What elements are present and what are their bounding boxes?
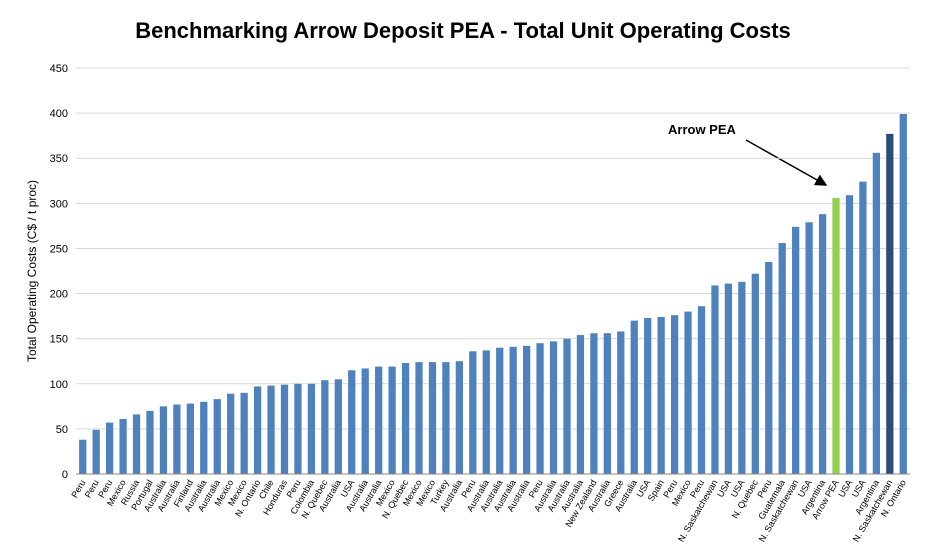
bar — [818, 214, 827, 474]
bar — [92, 429, 100, 474]
bar — [886, 133, 894, 474]
bar — [186, 403, 194, 474]
bar — [522, 345, 531, 474]
bar — [496, 347, 504, 474]
y-tick-label: 50 — [56, 424, 68, 436]
bar — [213, 399, 221, 474]
bar — [280, 384, 289, 474]
bar — [778, 243, 786, 474]
bar — [307, 383, 316, 474]
bar — [792, 226, 800, 474]
bar — [657, 317, 665, 474]
bar — [119, 418, 127, 474]
y-axis-label: Total Operating Costs (C$ / t proc) — [25, 180, 39, 362]
bar — [697, 306, 706, 474]
y-tick-label: 150 — [50, 334, 68, 346]
bar — [872, 152, 881, 474]
bar — [832, 197, 840, 475]
bar — [630, 320, 638, 474]
bar — [751, 273, 759, 474]
bar — [805, 222, 813, 474]
bar — [227, 393, 235, 474]
bar — [859, 181, 867, 474]
bar — [200, 401, 208, 474]
bar — [173, 404, 181, 474]
bar — [576, 335, 585, 474]
bar — [536, 343, 544, 474]
bar — [724, 283, 733, 474]
annotation-arrow — [745, 139, 828, 186]
bar — [549, 341, 558, 474]
bar — [711, 285, 719, 474]
y-tick-label: 350 — [50, 153, 68, 165]
y-tick-label: 0 — [62, 469, 68, 481]
bar — [334, 379, 342, 474]
bar — [159, 406, 168, 474]
bar — [617, 331, 625, 474]
bar — [765, 261, 773, 474]
bar — [146, 410, 154, 474]
bar — [899, 114, 907, 474]
bar — [738, 281, 746, 474]
annotation: Arrow PEA — [668, 122, 737, 137]
bar — [428, 362, 437, 474]
bar — [348, 370, 356, 474]
bar — [509, 346, 517, 474]
bar — [253, 386, 262, 474]
bar — [79, 439, 87, 474]
bar — [684, 311, 692, 474]
bar — [590, 333, 598, 474]
bar — [132, 414, 141, 474]
y-tick-label: 100 — [50, 379, 68, 391]
bar — [294, 383, 302, 474]
bar — [563, 338, 571, 474]
bar — [442, 362, 450, 474]
bar — [240, 392, 248, 474]
bar — [845, 195, 854, 475]
bar — [361, 368, 369, 474]
bar — [415, 362, 423, 474]
y-tick-label: 300 — [50, 198, 68, 210]
bar — [482, 350, 490, 474]
y-tick-label: 400 — [50, 108, 68, 120]
chart-title: Benchmarking Arrow Deposit PEA - Total U… — [135, 18, 791, 43]
bar — [388, 366, 396, 474]
bar — [469, 351, 477, 474]
bar — [105, 422, 114, 474]
y-tick-label: 450 — [50, 63, 68, 75]
bar — [267, 385, 275, 474]
bar — [401, 363, 410, 474]
y-tick-label: 250 — [50, 243, 68, 255]
bar — [375, 366, 383, 474]
bar — [670, 315, 679, 474]
bar — [603, 333, 611, 474]
bar — [644, 317, 652, 474]
y-tick-label: 200 — [50, 289, 68, 301]
bar — [321, 380, 329, 474]
bar — [455, 361, 464, 474]
